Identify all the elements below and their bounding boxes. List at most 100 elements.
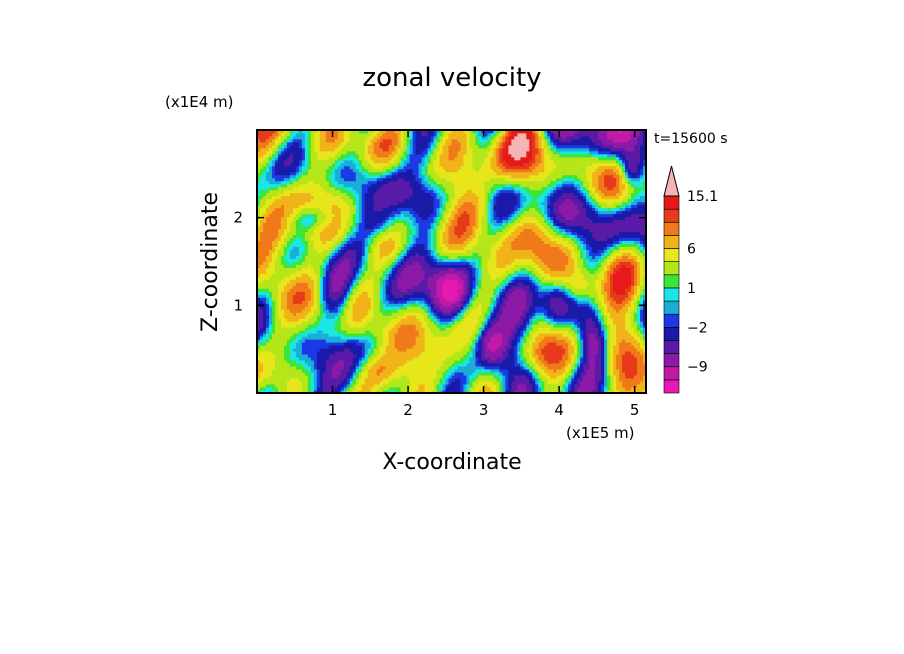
field-cell — [511, 315, 515, 319]
field-cell — [280, 327, 285, 331]
field-cell — [520, 330, 524, 334]
field-cell — [478, 330, 482, 334]
field-cell — [634, 291, 638, 295]
field-cell — [280, 387, 285, 391]
field-cell — [508, 306, 512, 310]
field-cell — [490, 306, 494, 310]
field-cell — [268, 381, 273, 385]
field-cell — [304, 372, 309, 376]
field-cell — [376, 282, 381, 286]
field-cell — [271, 303, 276, 307]
field-cell — [259, 330, 264, 334]
field-cell — [472, 375, 476, 379]
field-cell — [358, 279, 363, 283]
field-cell — [370, 372, 375, 376]
field-cell — [406, 297, 411, 301]
field-cell — [367, 384, 372, 388]
field-cell — [442, 351, 446, 355]
field-cell — [382, 324, 387, 328]
field-cell — [526, 318, 530, 322]
field-cell — [517, 342, 521, 346]
field-cell — [454, 315, 458, 319]
field-cell — [484, 345, 488, 349]
field-cell — [544, 375, 548, 379]
field-cell — [607, 339, 611, 343]
field-cell — [280, 333, 285, 337]
field-cell — [388, 318, 393, 322]
field-cell — [556, 342, 560, 346]
field-cell — [283, 300, 288, 304]
field-cell — [475, 387, 479, 391]
field-cell — [343, 333, 348, 337]
field-cell — [283, 318, 288, 322]
field-cell — [448, 339, 452, 343]
field-cell — [553, 336, 557, 340]
field-cell — [529, 390, 533, 393]
field-cell — [313, 372, 318, 376]
field-cell — [346, 294, 351, 298]
field-cell — [418, 357, 422, 361]
field-cell — [493, 345, 497, 349]
field-cell — [469, 360, 473, 364]
field-cell — [283, 297, 288, 301]
field-cell — [634, 333, 638, 337]
field-cell — [457, 378, 461, 382]
field-cell — [556, 345, 560, 349]
field-cell — [637, 345, 641, 349]
field-cell — [550, 360, 554, 364]
field-cell — [445, 321, 449, 325]
field-cell — [499, 309, 503, 313]
field-cell — [595, 336, 599, 340]
field-cell — [601, 345, 605, 349]
field-cell — [415, 369, 419, 373]
field-cell — [565, 312, 569, 316]
field-cell — [271, 348, 276, 352]
field-cell — [535, 348, 539, 352]
field-cell — [442, 357, 446, 361]
field-cell — [502, 378, 506, 382]
field-cell — [355, 306, 360, 310]
field-cell — [298, 303, 303, 307]
field-cell — [478, 369, 482, 373]
field-cell — [595, 294, 599, 298]
field-cell — [517, 330, 521, 334]
field-cell — [511, 336, 515, 340]
field-cell — [571, 309, 575, 313]
field-cell — [343, 282, 348, 286]
field-cell — [538, 279, 542, 283]
field-cell — [589, 330, 593, 334]
field-cell — [295, 354, 300, 358]
field-cell — [625, 312, 629, 316]
field-cell — [556, 315, 560, 319]
field-cell — [604, 315, 608, 319]
field-cell — [559, 390, 563, 393]
field-cell — [340, 360, 345, 364]
field-cell — [559, 285, 563, 289]
field-cell — [640, 357, 644, 361]
field-cell — [259, 327, 264, 331]
field-cell — [460, 279, 464, 283]
field-cell — [298, 318, 303, 322]
field-cell — [268, 315, 273, 319]
field-cell — [415, 366, 419, 370]
field-cell — [541, 348, 545, 352]
field-cell — [496, 333, 500, 337]
field-cell — [343, 324, 348, 328]
field-cell — [547, 339, 551, 343]
field-cell — [394, 354, 399, 358]
field-cell — [562, 354, 566, 358]
field-cell — [604, 327, 608, 331]
field-cell — [454, 294, 458, 298]
field-cell — [598, 297, 602, 301]
field-cell — [274, 339, 279, 343]
field-cell — [436, 360, 440, 364]
field-cell — [433, 375, 437, 379]
field-cell — [382, 330, 387, 334]
field-cell — [445, 357, 449, 361]
field-cell — [514, 318, 518, 322]
field-cell — [526, 279, 530, 283]
field-cell — [643, 363, 646, 367]
field-cell — [343, 300, 348, 304]
field-cell — [418, 309, 422, 313]
field-cell — [502, 342, 506, 346]
